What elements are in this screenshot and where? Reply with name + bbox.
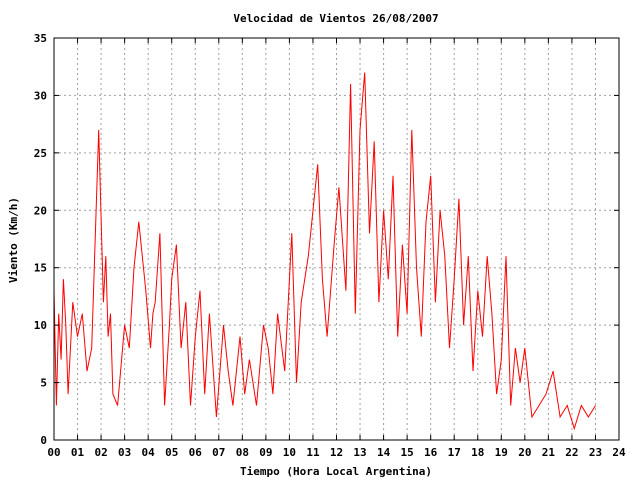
x-tick-label: 10 <box>283 446 296 459</box>
x-tick-label: 15 <box>401 446 414 459</box>
x-tick-label: 04 <box>142 446 156 459</box>
y-tick-label: 30 <box>34 89 47 102</box>
y-tick-label: 0 <box>40 434 47 447</box>
x-tick-label: 08 <box>236 446 249 459</box>
x-tick-label: 03 <box>118 446 131 459</box>
series-layer <box>53 72 596 431</box>
series-line <box>53 72 596 431</box>
y-tick-label: 20 <box>34 204 47 217</box>
x-tick-label: 22 <box>565 446 578 459</box>
y-axis-label: Viento (Km/h) <box>7 197 20 283</box>
x-tick-label: 18 <box>471 446 484 459</box>
y-tick-label: 10 <box>34 319 47 332</box>
x-tick-label: 24 <box>612 446 626 459</box>
x-tick-label: 17 <box>448 446 461 459</box>
x-tick-label: 01 <box>71 446 85 459</box>
tick-labels: 00 01 02 03 04 05 06 07 08 09 10 11 12 13 14 15 16 17 18 19… <box>34 32 626 459</box>
x-tick-label: 11 <box>306 446 320 459</box>
y-tick-label: 5 <box>40 377 47 390</box>
plot-frame <box>53 37 620 441</box>
y-tick-label: 15 <box>34 262 47 275</box>
chart-title: Velocidad de Vientos 26/08/2007 <box>233 12 438 25</box>
x-tick-label: 09 <box>259 446 272 459</box>
x-tick-label: 14 <box>377 446 391 459</box>
x-tick-label: 21 <box>542 446 556 459</box>
y-tick-label: 35 <box>34 32 47 45</box>
x-tick-label: 00 <box>47 446 60 459</box>
x-axis-label: Tiempo (Hora Local Argentina) <box>240 465 432 478</box>
x-tick-label: 19 <box>495 446 508 459</box>
grid <box>54 38 619 440</box>
x-tick-label: 13 <box>353 446 366 459</box>
x-tick-label: 20 <box>518 446 531 459</box>
x-tick-label: 16 <box>424 446 438 459</box>
y-tick-label: 25 <box>34 147 47 160</box>
x-tick-label: 02 <box>94 446 107 459</box>
x-tick-label: 12 <box>330 446 343 459</box>
x-tick-label: 07 <box>212 446 225 459</box>
x-tick-label: 23 <box>589 446 602 459</box>
x-tick-label: 05 <box>165 446 178 459</box>
x-tick-label: 06 <box>189 446 203 459</box>
